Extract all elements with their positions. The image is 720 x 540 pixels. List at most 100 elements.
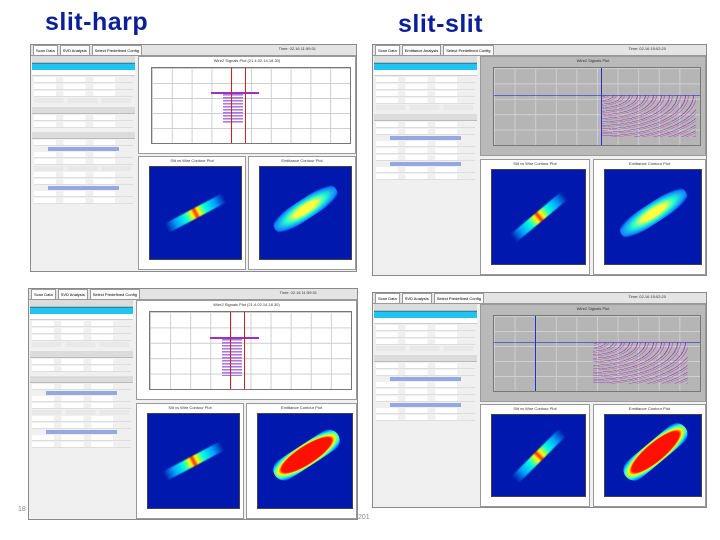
- field-row[interactable]: [376, 332, 475, 338]
- field-row[interactable]: [376, 325, 475, 331]
- field-row[interactable]: [34, 140, 133, 146]
- tab-scan-data[interactable]: Scan Data: [375, 45, 400, 55]
- field-row[interactable]: [376, 174, 475, 180]
- button-row[interactable]: [376, 346, 475, 351]
- field-row[interactable]: [376, 396, 475, 402]
- device-selector[interactable]: [374, 70, 477, 76]
- field-row[interactable]: [376, 167, 475, 173]
- panel-header: [30, 376, 133, 383]
- contour-map: [604, 169, 702, 265]
- link-text[interactable]: [48, 186, 119, 190]
- field-row[interactable]: [376, 91, 475, 97]
- waveform-plot[interactable]: Wire2 Signals Plot (21.4.02.14.18.30): [136, 300, 357, 400]
- field-row[interactable]: [32, 435, 131, 441]
- field-row[interactable]: [376, 408, 475, 414]
- tab-predefined-config[interactable]: Select Predefined Config: [89, 289, 140, 299]
- field-row[interactable]: [376, 141, 475, 147]
- device-list[interactable]: [32, 63, 135, 70]
- link-text[interactable]: [390, 162, 461, 166]
- field-row[interactable]: [34, 159, 133, 165]
- field-row[interactable]: [376, 98, 475, 104]
- field-row[interactable]: [376, 370, 475, 376]
- field-row[interactable]: [34, 115, 133, 121]
- device-selector[interactable]: [32, 70, 135, 76]
- waveform-plot[interactable]: Wire2 Signals Plot: [480, 304, 706, 402]
- field-row[interactable]: [32, 328, 131, 334]
- contour-plot-right[interactable]: Emittance Contour Plot: [593, 404, 706, 507]
- tab-analysis[interactable]: SVD Analysis: [401, 293, 432, 303]
- button-row[interactable]: [376, 105, 475, 110]
- tab-analysis[interactable]: SVD Analysis: [57, 289, 88, 299]
- waveform-plot[interactable]: Wire2 Signals Plot (21.4.02.14.18.30): [138, 56, 356, 154]
- link-text[interactable]: [48, 147, 119, 151]
- field-row[interactable]: [376, 363, 475, 369]
- tab-scan-data[interactable]: Scan Data: [375, 293, 400, 303]
- device-list[interactable]: [30, 307, 133, 314]
- field-row[interactable]: [32, 423, 131, 429]
- device-selector[interactable]: [30, 314, 133, 320]
- contour-title: Emittance Contour Plot: [281, 158, 323, 163]
- contour-plot-right[interactable]: Emittance Contour Plot: [593, 159, 706, 275]
- field-row[interactable]: [32, 416, 131, 422]
- control-panel: [32, 56, 135, 270]
- field-row[interactable]: [34, 84, 133, 90]
- link-text[interactable]: [390, 136, 461, 140]
- tab-bar: Scan Data SVD Analysis Select Predefined C…: [373, 293, 706, 304]
- field-row[interactable]: [376, 155, 475, 161]
- contour-map: [491, 169, 586, 265]
- field-row[interactable]: [376, 129, 475, 135]
- field-row[interactable]: [34, 198, 133, 204]
- field-row[interactable]: [32, 384, 131, 390]
- link-text[interactable]: [46, 430, 117, 434]
- tab-scan-data[interactable]: Scan Data: [31, 289, 56, 299]
- field-row[interactable]: [34, 77, 133, 83]
- field-row[interactable]: [376, 339, 475, 345]
- link-text[interactable]: [390, 403, 461, 407]
- device-list[interactable]: [374, 63, 477, 70]
- button-row[interactable]: [34, 98, 133, 103]
- field-row[interactable]: [376, 382, 475, 388]
- field-row[interactable]: [34, 122, 133, 128]
- field-row[interactable]: [32, 321, 131, 327]
- field-row[interactable]: [32, 396, 131, 402]
- field-row[interactable]: [376, 415, 475, 421]
- button-row[interactable]: [34, 166, 133, 171]
- field-row[interactable]: [376, 148, 475, 154]
- tab-predefined-config[interactable]: Select Predefined Config: [433, 293, 484, 303]
- contour-plot-right[interactable]: Emittance Contour Plot: [248, 156, 356, 270]
- tab-predefined-config[interactable]: Select Predefined Config: [443, 45, 494, 55]
- field-row[interactable]: [34, 179, 133, 185]
- contour-plot-left[interactable]: Slit vs Wire Contour Plot: [136, 403, 244, 519]
- device-list[interactable]: [374, 311, 477, 318]
- field-row[interactable]: [32, 335, 131, 341]
- tab-scan-data[interactable]: Scan Data: [33, 45, 58, 55]
- tab-analysis[interactable]: SVD Analysis: [59, 45, 90, 55]
- field-row[interactable]: [34, 91, 133, 97]
- tab-analysis[interactable]: Emittance Analysis: [401, 45, 442, 55]
- field-row[interactable]: [376, 389, 475, 395]
- link-text[interactable]: [46, 391, 117, 395]
- field-row[interactable]: [376, 84, 475, 90]
- link-text[interactable]: [390, 377, 461, 381]
- field-row[interactable]: [376, 77, 475, 83]
- button-row[interactable]: [32, 342, 131, 347]
- contour-plot-left[interactable]: Slit vs Wire Contour Plot: [480, 404, 590, 507]
- contour-plot-left[interactable]: Slit vs Wire Contour Plot: [480, 159, 590, 275]
- field-row[interactable]: [32, 442, 131, 448]
- field-row[interactable]: [34, 152, 133, 158]
- plot-grid: [151, 67, 351, 144]
- field-row[interactable]: [32, 359, 131, 365]
- contour-plot-left[interactable]: Slit vs Wire Contour Plot: [138, 156, 246, 270]
- button-row[interactable]: [32, 410, 131, 415]
- field-row[interactable]: [376, 122, 475, 128]
- contour-plot-right[interactable]: Emittance Contour Plot: [246, 403, 357, 519]
- tab-predefined-config[interactable]: Select Predefined Config: [91, 45, 142, 55]
- field-row[interactable]: [34, 172, 133, 178]
- device-selector[interactable]: [374, 318, 477, 324]
- field-row[interactable]: [34, 191, 133, 197]
- panel-header: [32, 107, 135, 114]
- panel-header: [374, 355, 477, 362]
- field-row[interactable]: [32, 403, 131, 409]
- waveform-plot[interactable]: Wire2 Signals Plot: [480, 56, 706, 156]
- field-row[interactable]: [32, 366, 131, 372]
